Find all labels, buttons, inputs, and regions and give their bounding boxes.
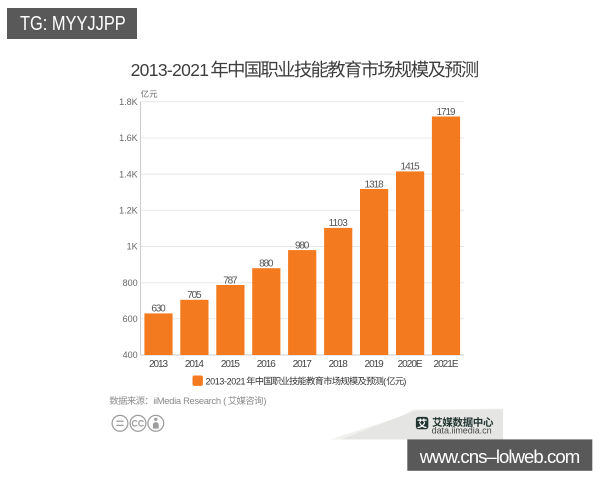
- svg-text:1.4K: 1.4K: [119, 169, 138, 179]
- svg-text:1.6K: 1.6K: [119, 133, 138, 143]
- svg-text:600: 600: [123, 314, 138, 324]
- svg-text:400: 400: [123, 350, 138, 360]
- svg-text:): ): [403, 376, 406, 386]
- svg-text:iiMedia Research (: iiMedia Research (: [153, 395, 227, 406]
- svg-text:630: 630: [151, 304, 166, 315]
- svg-text:2013: 2013: [149, 359, 169, 370]
- svg-text:2013-2021: 2013-2021: [131, 60, 209, 80]
- svg-text:data.iimedia.cn: data.iimedia.cn: [432, 425, 492, 435]
- svg-text:2018: 2018: [329, 359, 349, 370]
- svg-text:www.cns–lolweb.com: www.cns–lolweb.com: [419, 446, 581, 467]
- svg-text:1.8K: 1.8K: [119, 97, 138, 107]
- svg-text:800: 800: [123, 278, 138, 288]
- svg-text:2013-2021: 2013-2021: [206, 376, 246, 386]
- svg-text:980: 980: [295, 240, 310, 251]
- svg-text:880: 880: [259, 259, 274, 270]
- svg-text:1415: 1415: [401, 162, 421, 173]
- svg-text:2014: 2014: [185, 359, 205, 370]
- svg-text:2017: 2017: [293, 359, 313, 370]
- svg-text:1318: 1318: [365, 179, 385, 190]
- svg-text:705: 705: [187, 290, 202, 301]
- svg-text:2019: 2019: [365, 359, 385, 370]
- svg-text:1K: 1K: [127, 242, 138, 252]
- svg-text:1719: 1719: [436, 107, 456, 118]
- svg-text:787: 787: [223, 275, 238, 286]
- svg-text:2021E: 2021E: [434, 359, 459, 370]
- svg-text:2020E: 2020E: [398, 359, 423, 370]
- svg-text:(: (: [383, 376, 386, 386]
- svg-text:1.2K: 1.2K: [119, 206, 138, 216]
- svg-text:1103: 1103: [329, 218, 349, 229]
- svg-text:2015: 2015: [221, 359, 241, 370]
- svg-text:): ): [263, 395, 266, 406]
- svg-text:2016: 2016: [257, 359, 277, 370]
